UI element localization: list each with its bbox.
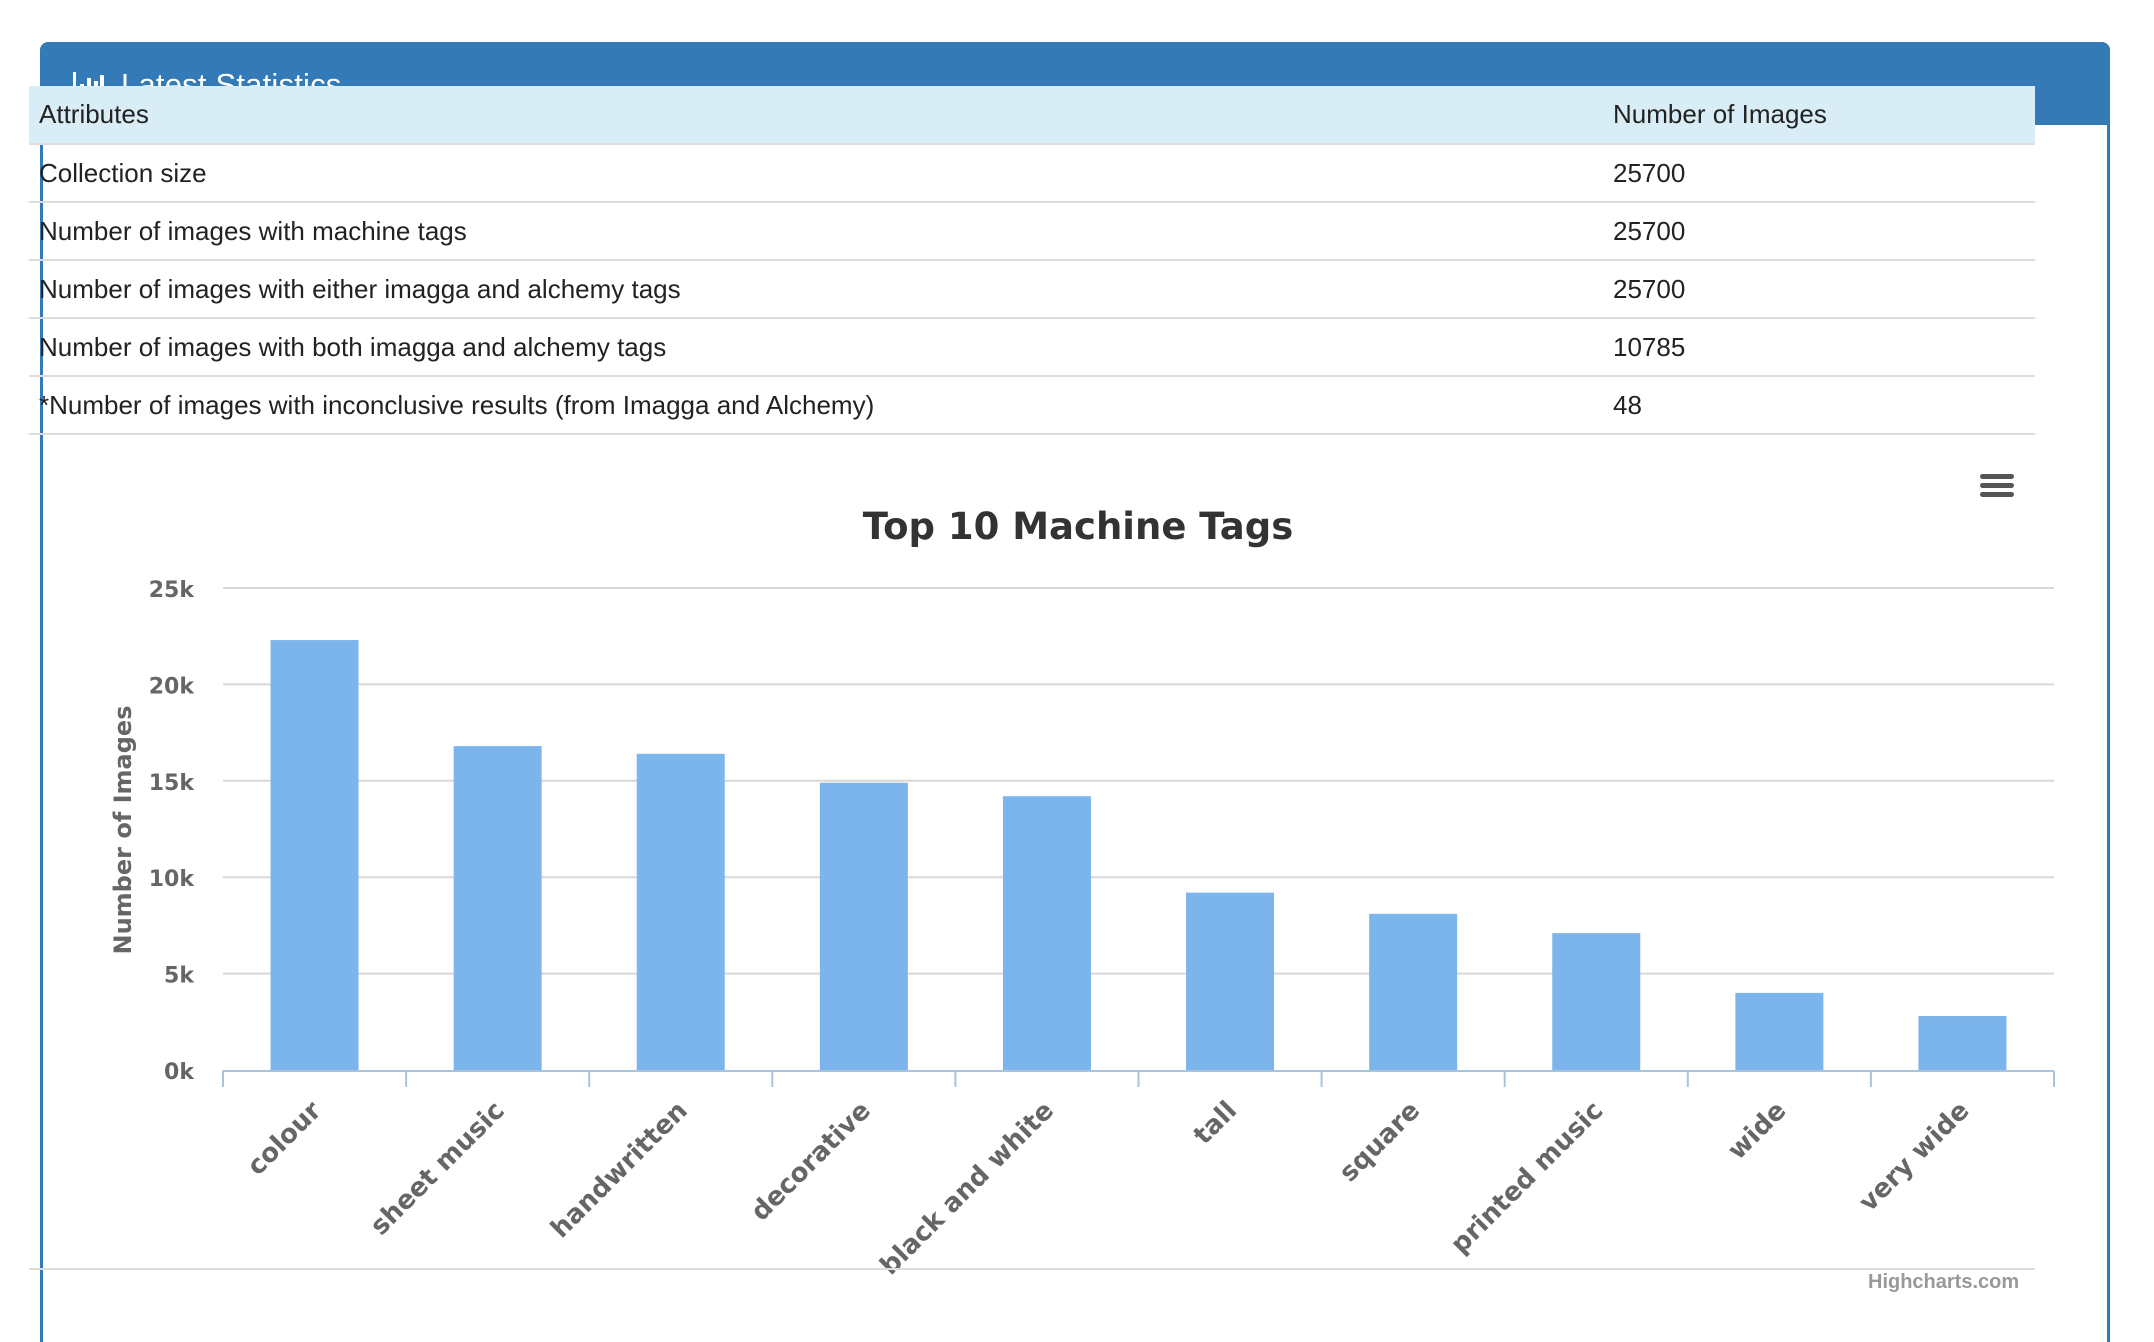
column-header-attributes: Attributes xyxy=(29,86,1603,145)
value-cell: 25700 xyxy=(1603,260,2035,319)
bar-wide[interactable] xyxy=(1735,992,1824,1070)
x-tick-label: colour xyxy=(242,1096,328,1182)
bar-printed-music[interactable] xyxy=(1552,933,1641,1070)
table-header-row: Attributes Number of Images xyxy=(29,86,2035,145)
y-tick-label: 15k xyxy=(149,771,196,796)
value-cell: 25700 xyxy=(1603,144,2035,203)
table-row: Number of images with both imagga and al… xyxy=(29,318,2035,377)
chart-menu-button[interactable] xyxy=(1975,470,2019,504)
y-tick-label: 0k xyxy=(164,1060,195,1085)
bar-square[interactable] xyxy=(1369,913,1458,1070)
y-tick-label: 5k xyxy=(164,964,195,989)
value-cell: 10785 xyxy=(1603,318,2035,377)
x-tick-label: sheet music xyxy=(365,1096,511,1242)
bar-decorative[interactable] xyxy=(819,782,908,1070)
x-tick-label: very wide xyxy=(1853,1096,1975,1218)
value-cell: 48 xyxy=(1603,376,2035,435)
statistics-table: Attributes Number of Images Collection s… xyxy=(29,86,2035,435)
bar-black-and-white[interactable] xyxy=(1002,796,1091,1070)
bar-colour[interactable] xyxy=(270,640,359,1070)
value-cell: 25700 xyxy=(1603,202,2035,261)
y-tick-label: 25k xyxy=(149,578,196,603)
attribute-cell: *Number of images with inconclusive resu… xyxy=(29,376,1603,435)
y-tick-label: 10k xyxy=(149,867,196,892)
x-tick-label: printed music xyxy=(1445,1096,1609,1260)
x-tick-label: black and white xyxy=(875,1096,1060,1281)
y-axis-title: Number of Images xyxy=(109,706,137,955)
chart-credits-link[interactable]: Highcharts.com xyxy=(1868,1271,2020,1293)
x-tick-label: decorative xyxy=(745,1096,876,1227)
bar-tall[interactable] xyxy=(1186,892,1275,1070)
bar-very-wide[interactable] xyxy=(1918,1016,2007,1070)
x-tick-label: square xyxy=(1334,1096,1426,1188)
table-row: Number of images with either imagga and … xyxy=(29,260,2035,319)
x-tick-label: handwritten xyxy=(545,1096,693,1244)
y-tick-label: 20k xyxy=(149,674,196,699)
column-header-number-of-images: Number of Images xyxy=(1603,86,2035,145)
bar-sheet-music[interactable] xyxy=(453,746,542,1070)
bar-handwritten[interactable] xyxy=(636,753,725,1070)
table-row: Collection size 25700 xyxy=(29,144,2035,203)
chart-bars xyxy=(270,640,2007,1070)
divider xyxy=(29,1268,2035,1270)
attribute-cell: Number of images with either imagga and … xyxy=(29,260,1603,319)
hamburger-menu-icon xyxy=(1980,474,2014,479)
attribute-cell: Number of images with both imagga and al… xyxy=(29,318,1603,377)
table-row: *Number of images with inconclusive resu… xyxy=(29,376,2035,435)
attribute-cell: Collection size xyxy=(29,144,1603,203)
attribute-cell: Number of images with machine tags xyxy=(29,202,1603,261)
table-row: Number of images with machine tags 25700 xyxy=(29,202,2035,261)
x-tick-label: wide xyxy=(1722,1096,1792,1166)
chart-title: Top 10 Machine Tags xyxy=(863,505,1294,548)
x-tick-label: tall xyxy=(1188,1096,1243,1151)
